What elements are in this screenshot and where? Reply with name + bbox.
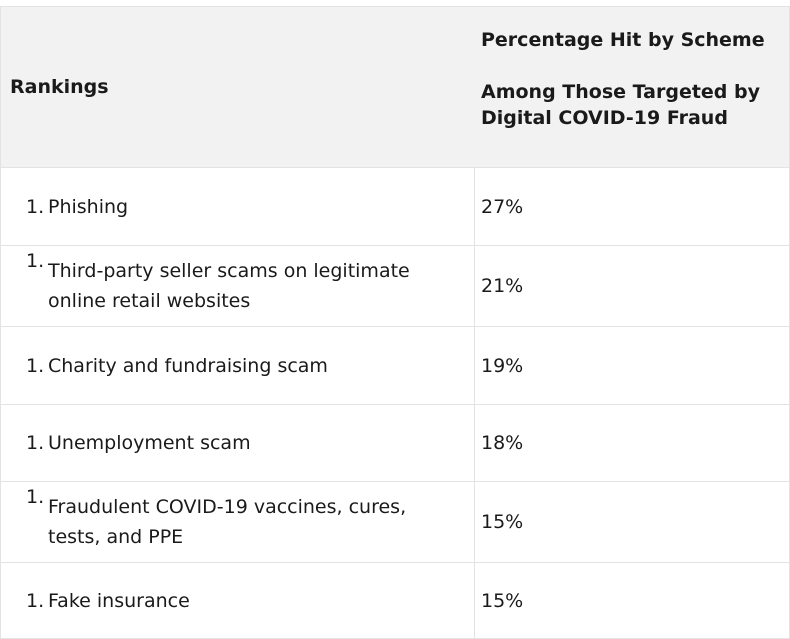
rank-number: 1.: [26, 589, 45, 612]
table-row: 1. Fraudulent COVID-19 vaccines, cures, …: [1, 482, 789, 563]
ranking-cell: 1. Unemployment scam: [1, 405, 475, 481]
table-row: 1. Phishing 27%: [1, 168, 789, 246]
percentage-cell: 27%: [481, 195, 524, 218]
percentage-cell: 19%: [481, 354, 524, 377]
rank-number: 1.: [26, 432, 45, 454]
rank-number: 1.: [26, 354, 45, 377]
ranking-cell: 1. Third-party seller scams on legitimat…: [1, 246, 475, 326]
header-percentage-line2: Among Those Targeted by Digital COVID-19…: [481, 81, 761, 129]
scheme-name: Third-party seller scams on legitimate o…: [48, 260, 410, 312]
header-rankings: Rankings: [10, 76, 109, 98]
table-row: 1. Unemployment scam 18%: [1, 405, 789, 482]
percentage-cell: 18%: [481, 432, 524, 454]
table-row: 1. Fake insurance 15%: [1, 563, 789, 639]
scheme-name: Charity and fundraising scam: [48, 354, 328, 377]
scheme-name: Fake insurance: [48, 589, 190, 612]
ranking-cell: 1. Charity and fundraising scam: [1, 327, 475, 404]
scheme-name: Phishing: [48, 195, 129, 218]
rank-number: 1.: [26, 195, 45, 218]
rank-number: 1.: [26, 250, 45, 272]
fraud-ranking-table: Rankings Percentage Hit by Scheme Among …: [0, 6, 790, 639]
header-percentage-line1: Percentage Hit by Scheme: [481, 29, 765, 51]
rank-number: 1.: [26, 486, 45, 508]
table-row: 1. Charity and fundraising scam 19%: [1, 327, 789, 405]
header-percentage: Percentage Hit by Scheme Among Those Tar…: [475, 7, 789, 167]
percentage-cell: 21%: [481, 275, 524, 297]
percentage-cell: 15%: [481, 511, 524, 533]
ranking-cell: 1. Phishing: [1, 168, 475, 245]
scheme-name: Fraudulent COVID-19 vaccines, cures, tes…: [48, 496, 407, 548]
ranking-cell: 1. Fraudulent COVID-19 vaccines, cures, …: [1, 482, 475, 562]
table-row: 1. Third-party seller scams on legitimat…: [1, 246, 789, 327]
table-header: Rankings Percentage Hit by Scheme Among …: [1, 7, 789, 168]
scheme-name: Unemployment scam: [48, 432, 251, 454]
percentage-cell: 15%: [481, 589, 524, 612]
ranking-cell: 1. Fake insurance: [1, 563, 475, 638]
